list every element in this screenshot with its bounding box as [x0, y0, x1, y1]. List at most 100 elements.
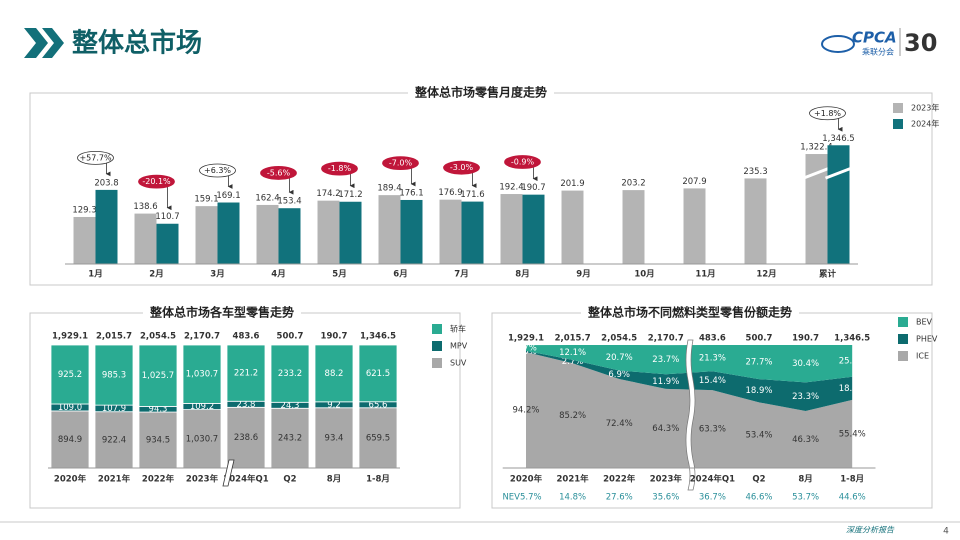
total-label: 2,054.5: [601, 334, 637, 344]
value-label: 233.2: [278, 369, 302, 379]
value-label: 64.3%: [652, 424, 679, 434]
bar: [134, 213, 157, 264]
legend-swatch: [432, 341, 442, 351]
value-label: 18.9%: [745, 386, 772, 396]
total-label: 190.7: [792, 334, 819, 344]
value-label: 110.7: [155, 212, 179, 222]
legend-swatch: [432, 324, 442, 334]
nev-label: 5.7%: [520, 493, 542, 503]
total-label: 2,015.7: [555, 334, 591, 344]
footer-text: 深度分析报告: [846, 526, 895, 535]
change-badge: [138, 174, 175, 189]
legend-label: SUV: [450, 359, 467, 368]
value-label: 189.4: [377, 184, 401, 194]
value-label: 11.9%: [652, 377, 679, 387]
value-label: 63.3%: [699, 425, 726, 435]
value-label: 1.0%: [515, 347, 537, 357]
x-tick-label: 2月: [149, 270, 163, 280]
change-label: -0.9%: [511, 158, 535, 167]
value-label: 25.8%: [839, 356, 866, 366]
logo-sub: 乘联分会: [862, 47, 894, 57]
page-number: 4: [943, 527, 949, 537]
value-label: 109.0: [58, 403, 82, 413]
x-tick-label: 3月: [210, 270, 224, 280]
bar: [195, 206, 218, 264]
total-label: 1,929.1: [508, 334, 544, 344]
chevron: [24, 28, 48, 58]
bar-segment: [226, 344, 266, 402]
value-label: 93.4: [325, 433, 344, 443]
legend-label: 轿车: [450, 324, 466, 334]
x-tick-label: 2020年: [510, 474, 543, 485]
x-tick-label: 12月: [756, 270, 776, 280]
bar: [400, 199, 423, 264]
legend-swatch: [898, 317, 908, 327]
bar-segment: [94, 411, 134, 469]
legend-label: MPV: [450, 342, 468, 351]
bar-segment: [182, 344, 222, 404]
legend-label: ICE: [916, 352, 929, 361]
change-badge: [382, 156, 419, 171]
legend-swatch: [432, 358, 442, 368]
value-label: 21.3%: [699, 354, 726, 364]
legend-swatch: [898, 334, 908, 344]
bar-segment: [270, 344, 310, 403]
value-label: 109.2: [190, 402, 214, 412]
bar: [378, 195, 401, 264]
nev-label: 36.7%: [699, 493, 726, 503]
value-label: 159.1: [194, 195, 218, 205]
value-label: 235.3: [743, 167, 767, 177]
change-label: -5.6%: [267, 168, 291, 177]
chart-title: 整体总市场零售月度走势: [414, 85, 547, 100]
value-label: 171.2: [338, 190, 362, 200]
axis-break: [685, 339, 696, 491]
bar-segment: [138, 411, 178, 469]
total-label: 1,346.5: [834, 334, 870, 344]
logo-swoosh: [821, 35, 855, 53]
value-label: 9.2: [327, 400, 341, 410]
value-label: 15.4%: [699, 376, 726, 386]
bar: [561, 190, 584, 264]
x-tick-label: 2021年: [557, 474, 590, 485]
value-label: 1,322.4: [800, 143, 832, 153]
bar: [744, 178, 767, 264]
change-badge: [809, 106, 846, 121]
legend-swatch: [898, 351, 908, 361]
bar-segment: [182, 409, 222, 469]
nev-label: 27.6%: [606, 493, 633, 503]
x-tick-label: 4月: [271, 270, 285, 280]
total-label: 500.7: [746, 334, 773, 344]
value-label: 238.6: [234, 433, 258, 443]
bar-segment: [50, 344, 90, 405]
title-background: [142, 305, 302, 321]
value-label: 207.9: [682, 177, 706, 187]
value-label: 153.4: [277, 197, 301, 207]
nev-label: 14.8%: [559, 493, 586, 503]
bar: [439, 199, 462, 264]
x-tick-label: 2024年Q1: [223, 474, 268, 485]
total-label: 2,015.7: [96, 332, 132, 342]
value-label: 46.3%: [792, 435, 819, 445]
x-tick-label: 2023年: [186, 474, 219, 485]
x-tick-label: 累计: [819, 269, 837, 280]
value-label: 23.8: [237, 400, 256, 410]
value-label: 1,025.7: [142, 371, 174, 381]
bar: [317, 200, 340, 264]
x-tick-label: 5月: [332, 270, 346, 280]
value-label: 24.3: [281, 401, 300, 411]
value-label: 192.4: [499, 183, 523, 193]
bar: [339, 201, 362, 264]
page-title: 整体总市场: [72, 28, 202, 59]
x-tick-label: 10月: [634, 270, 654, 280]
change-label: +57.7%: [79, 153, 112, 162]
change-badge: [504, 155, 541, 169]
x-tick-label: 9月: [576, 270, 590, 280]
legend-label: 2024年: [911, 119, 939, 129]
value-label: 30.4%: [792, 359, 819, 369]
value-label: 243.2: [278, 434, 302, 444]
chevron: [42, 28, 64, 58]
axis-break: [824, 166, 853, 180]
nev-label: 44.6%: [839, 493, 866, 503]
nev-label: 35.6%: [652, 493, 679, 503]
